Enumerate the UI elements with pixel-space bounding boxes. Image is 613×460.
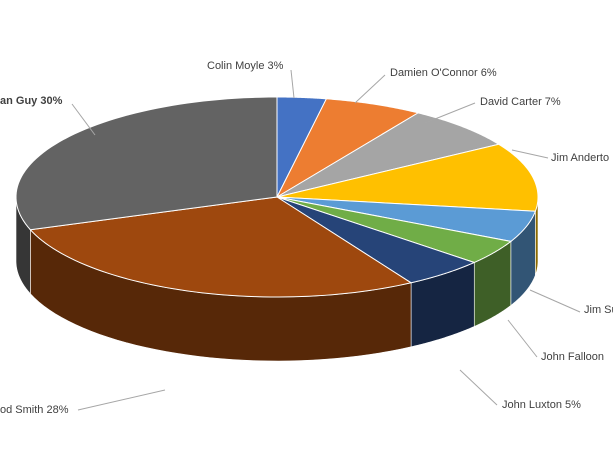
slice [276, 196, 476, 284]
leader-line [71, 103, 96, 136]
slice [276, 112, 501, 198]
leader-line [354, 74, 386, 104]
data-label: Colin Moyle 3% [207, 60, 284, 72]
slice [276, 143, 539, 212]
leader-line [290, 69, 295, 99]
data-label: John Luxton 5% [502, 399, 581, 411]
leader-line [424, 102, 476, 124]
data-label: Damien O'Connor 6% [390, 67, 497, 79]
leader-line [77, 389, 166, 411]
slice [29, 196, 413, 298]
data-label: Jim Anderto [551, 152, 609, 164]
leader-line [507, 319, 538, 358]
data-label: od Smith 28% [0, 404, 69, 416]
slice [276, 196, 537, 242]
data-label: Jim Su [584, 304, 613, 316]
leader-line [459, 369, 498, 406]
leader-line [529, 289, 581, 313]
data-label: John Falloon [541, 351, 604, 363]
data-label: David Carter 7% [480, 96, 561, 108]
leader-line [511, 149, 549, 159]
slice [15, 96, 278, 231]
data-label: an Guy 30% [0, 95, 63, 107]
slice [276, 196, 513, 264]
slice [275, 98, 420, 199]
